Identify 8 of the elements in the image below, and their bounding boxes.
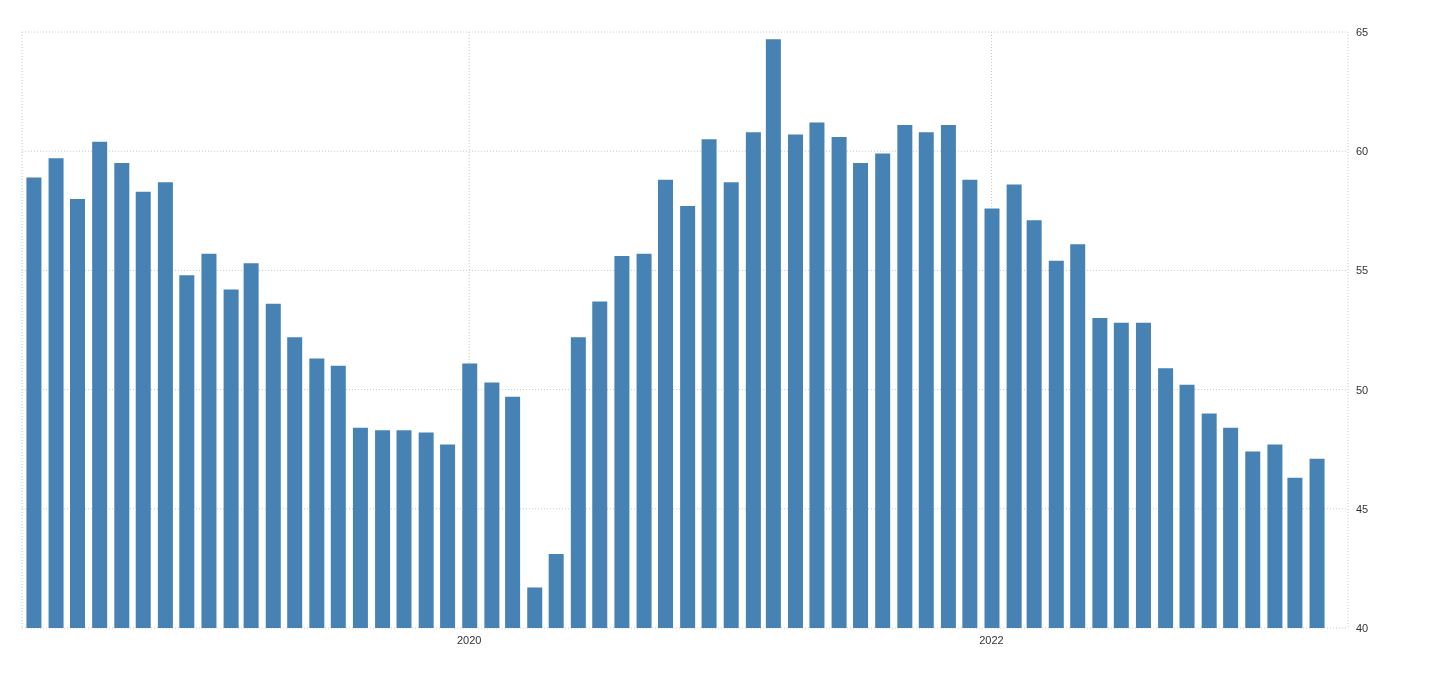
y-tick-label: 50 [1356, 383, 1369, 396]
y-tick-label: 65 [1356, 25, 1369, 38]
x-tick-label: 2020 [457, 633, 482, 646]
y-tick-label: 55 [1356, 264, 1369, 277]
y-tick-label: 45 [1356, 502, 1369, 515]
x-tick-label: 2022 [979, 633, 1004, 646]
y-tick-label: 40 [1356, 621, 1369, 634]
y-tick-label: 60 [1356, 145, 1369, 158]
